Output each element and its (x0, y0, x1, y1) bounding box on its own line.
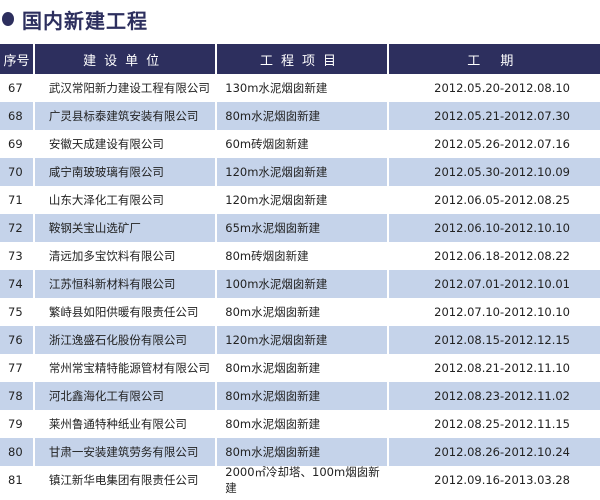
row-project: 130m水泥烟囱新建 (225, 81, 328, 95)
row-company: 山东大泽化工有限公司 (48, 193, 164, 207)
table-row: 72 鞍钢关宝山选矿厂 65m水泥烟囱新建 2012.06.10-2012.10.10 (0, 214, 600, 242)
bullet-icon (2, 12, 14, 26)
projects-table: 序号 建设单位 工程项目 工 期 67 武汉常阳新力建设工程有限公司 130m水泥烟… (0, 44, 600, 495)
table-row: 79 莱州鲁通特种纸业有限公司 80m水泥烟囱新建 2012.08.25-2012.1… (0, 410, 600, 438)
row-number: 70 (0, 158, 33, 186)
row-company: 咸宁南玻玻璃有限公司 (34, 158, 216, 186)
row-project: 65m水泥烟囱新建 (217, 214, 387, 242)
row-number: 80 (0, 438, 33, 466)
row-project: 80m水泥烟囱新建 (217, 382, 387, 410)
row-company: 江苏恒科新材料有限公司 (34, 270, 216, 298)
row-company: 河北鑫海化工有限公司 (34, 382, 216, 410)
header-period: 工 期 (388, 44, 600, 74)
row-period: 2012.08.23-2012.11.02 (388, 382, 600, 410)
table-row: 71 山东大泽化工有限公司 120m水泥烟囱新建 2012.06.05-2012.08… (0, 186, 600, 214)
row-number: 69 (8, 137, 23, 151)
header-no: 序号 (0, 44, 33, 74)
row-period: 2012.06.05-2012.08.25 (434, 193, 570, 207)
table-row: 67 武汉常阳新力建设工程有限公司 130m水泥烟囱新建 2012.05.20-201… (0, 74, 600, 102)
table-row: 76 浙江逸盛石化股份有限公司 120m水泥烟囱新建 2012.08.15-2012.… (0, 326, 600, 354)
row-number: 68 (0, 102, 33, 130)
row-number: 79 (8, 417, 23, 431)
row-number: 71 (8, 193, 23, 207)
header-company: 建设单位 (34, 44, 216, 74)
row-number: 74 (0, 270, 33, 298)
row-project: 80m水泥烟囱新建 (225, 417, 321, 431)
row-number: 77 (8, 361, 23, 375)
row-project: 2000㎡冷却塔、100m烟囱新建 (225, 465, 380, 495)
header-project: 工程项目 (217, 44, 387, 74)
row-company: 浙江逸盛石化股份有限公司 (34, 326, 216, 354)
row-project: 120m水泥烟囱新建 (225, 193, 328, 207)
section-title: 国内新建工程 (2, 4, 148, 34)
row-number: 75 (8, 305, 23, 319)
row-number: 67 (8, 81, 23, 95)
table-row: 75 繁峙县如阳供暖有限责任公司 80m水泥烟囱新建 2012.07.10-2012.… (0, 298, 600, 326)
table-row: 68 广灵县标泰建筑安装有限公司 80m水泥烟囱新建 2012.05.21-2012.… (0, 102, 600, 130)
row-period: 2012.07.10-2012.10.10 (434, 305, 570, 319)
row-project: 80m水泥烟囱新建 (225, 305, 321, 319)
table-row: 81 镇江新华电集团有限责任公司 2000㎡冷却塔、100m烟囱新建 2012.09.… (0, 465, 600, 495)
table-row: 74 江苏恒科新材料有限公司 100m水泥烟囱新建 2012.07.01-2012.1… (0, 270, 600, 298)
row-company: 安徽天成建设有限公司 (48, 137, 164, 151)
row-project: 60m砖烟囱新建 (225, 137, 309, 151)
row-number: 78 (0, 382, 33, 410)
table-row: 77 常州常宝精特能源管材有限公司 80m水泥烟囱新建 2012.08.21-2012… (0, 354, 600, 382)
row-period: 2012.06.10-2012.10.10 (388, 214, 600, 242)
row-company: 鞍钢关宝山选矿厂 (34, 214, 216, 242)
row-project: 120m水泥烟囱新建 (217, 326, 387, 354)
row-company: 繁峙县如阳供暖有限责任公司 (48, 305, 199, 319)
row-project: 80m砖烟囱新建 (225, 249, 309, 263)
row-period: 2012.08.21-2012.11.10 (434, 361, 570, 375)
row-period: 2012.08.26-2012.10.24 (388, 438, 600, 466)
row-period: 2012.05.26-2012.07.16 (434, 137, 570, 151)
row-period: 2012.05.20-2012.08.10 (434, 81, 570, 95)
row-company: 清远加多宝饮料有限公司 (48, 249, 176, 263)
table-header: 序号 建设单位 工程项目 工 期 (0, 44, 600, 74)
row-number: 73 (8, 249, 23, 263)
row-company: 镇江新华电集团有限责任公司 (48, 473, 199, 487)
row-period: 2012.05.21-2012.07.30 (388, 102, 600, 130)
table-row: 80 甘肃一安装建筑劳务有限公司 80m水泥烟囱新建 2012.08.26-2012.… (0, 438, 600, 466)
table-row: 69 安徽天成建设有限公司 60m砖烟囱新建 2012.05.26-2012.07.1… (0, 130, 600, 158)
row-company: 武汉常阳新力建设工程有限公司 (48, 81, 210, 95)
row-project: 80m水泥烟囱新建 (217, 102, 387, 130)
row-company: 莱州鲁通特种纸业有限公司 (48, 417, 187, 431)
row-number: 76 (0, 326, 33, 354)
row-period: 2012.09.16-2013.03.28 (434, 473, 570, 487)
row-project: 100m水泥烟囱新建 (217, 270, 387, 298)
row-period: 2012.07.01-2012.10.01 (388, 270, 600, 298)
row-project: 80m水泥烟囱新建 (217, 438, 387, 466)
table-row: 78 河北鑫海化工有限公司 80m水泥烟囱新建 2012.08.23-2012.11.… (0, 382, 600, 410)
row-number: 72 (0, 214, 33, 242)
row-period: 2012.05.30-2012.10.09 (388, 158, 600, 186)
table-row: 73 清远加多宝饮料有限公司 80m砖烟囱新建 2012.06.18-2012.08.… (0, 242, 600, 270)
row-number: 81 (8, 473, 23, 487)
row-project: 120m水泥烟囱新建 (217, 158, 387, 186)
row-company: 常州常宝精特能源管材有限公司 (48, 361, 210, 375)
table-row: 70 咸宁南玻玻璃有限公司 120m水泥烟囱新建 2012.05.30-2012.10… (0, 158, 600, 186)
row-project: 80m水泥烟囱新建 (225, 361, 321, 375)
page-title: 国内新建工程 (22, 8, 148, 33)
row-period: 2012.06.18-2012.08.22 (434, 249, 570, 263)
row-company: 广灵县标泰建筑安装有限公司 (34, 102, 216, 130)
row-period: 2012.08.15-2012.12.15 (388, 326, 600, 354)
row-company: 甘肃一安装建筑劳务有限公司 (34, 438, 216, 466)
row-period: 2012.08.25-2012.11.15 (434, 417, 570, 431)
